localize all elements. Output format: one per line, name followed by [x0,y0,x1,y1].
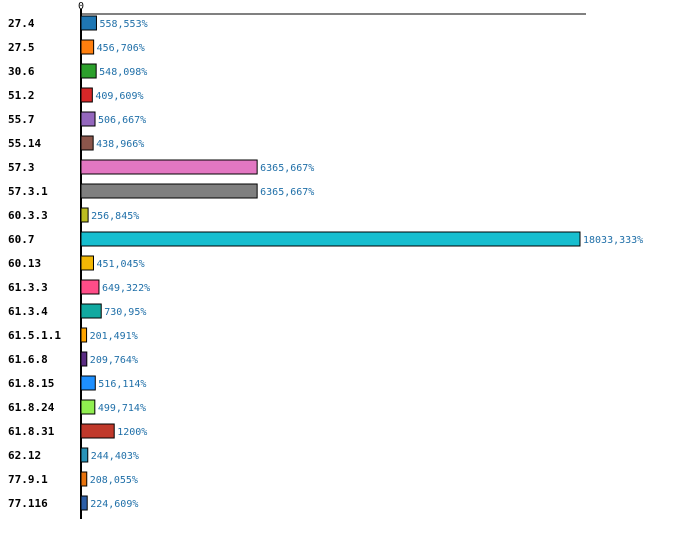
value-label: 516,114% [98,379,146,390]
value-label: 548,098% [99,67,147,78]
bar [80,135,94,151]
bar [80,447,89,463]
value-label: 256,845% [91,211,139,222]
bar [80,423,115,439]
category-label: 61.5.1.1 [8,329,61,342]
value-label: 209,764% [90,355,138,366]
bar [80,159,258,175]
category-label: 57.3.1 [8,185,48,198]
bar [80,375,96,391]
category-label: 61.3.4 [8,305,48,318]
bar [80,207,89,223]
value-label: 244,403% [91,451,139,462]
category-label: 55.7 [8,113,35,126]
category-label: 61.8.24 [8,401,55,414]
bar [80,87,93,103]
value-label: 208,055% [90,475,138,486]
category-label: 77.116 [8,497,48,510]
value-label: 649,322% [102,283,150,294]
category-label: 55.14 [8,137,41,150]
bar [80,351,88,367]
bar [80,63,97,79]
category-label: 61.8.31 [8,425,55,438]
x-tick-label-0: 0 [78,1,84,12]
bar [80,495,88,511]
value-label: 224,609% [90,499,138,510]
bar [80,255,94,271]
bar [80,471,88,487]
bar [80,399,96,415]
value-label: 558,553% [99,19,147,30]
category-label: 77.9.1 [8,473,48,486]
value-label: 6365,667% [260,163,314,174]
value-label: 456,706% [97,43,145,54]
value-label: 409,609% [95,91,143,102]
category-label: 51.2 [8,89,35,102]
value-label: 451,045% [96,259,144,270]
value-label: 1200% [117,427,147,438]
value-label: 438,966% [96,139,144,150]
category-label: 62.12 [8,449,41,462]
value-label: 18033,333% [583,235,643,246]
bar [80,303,102,319]
bar [80,327,88,343]
bar [80,183,258,199]
bar [80,111,96,127]
category-label: 61.3.3 [8,281,48,294]
value-label: 6365,667% [260,187,314,198]
category-label: 27.5 [8,41,35,54]
category-label: 27.4 [8,17,35,30]
bars-group: 27.4 558,553% 27.5 456,706% 30.6 548,098% 51.2… [8,15,643,511]
category-label: 61.8.15 [8,377,54,390]
bar [80,279,100,295]
value-label: 201,491% [90,331,138,342]
bar [80,39,95,55]
category-label: 30.6 [8,65,35,78]
value-label: 506,667% [98,115,146,126]
category-label: 60.3.3 [8,209,48,222]
bar [80,231,581,247]
category-label: 60.13 [8,257,41,270]
category-label: 57.3 [8,161,35,174]
category-label: 60.7 [8,233,35,246]
category-label: 61.6.8 [8,353,48,366]
value-label: 730,95% [104,307,146,318]
bar [80,15,97,31]
value-label: 499,714% [98,403,146,414]
